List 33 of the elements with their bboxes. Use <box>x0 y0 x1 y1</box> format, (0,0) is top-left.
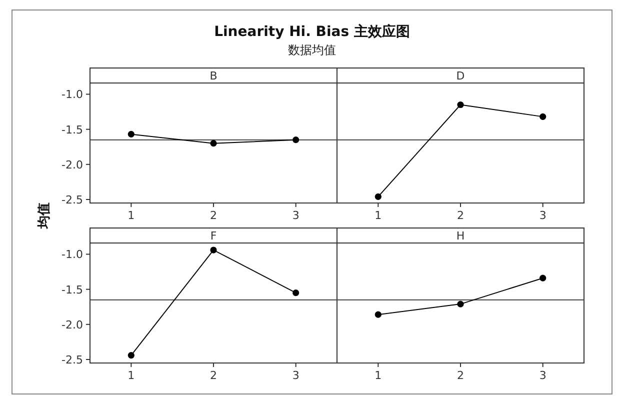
text: 数据均值 <box>288 43 336 57</box>
chart-title: D <box>456 70 465 82</box>
text: 均值 <box>37 202 52 230</box>
x-tick-label: 1 <box>374 369 382 382</box>
point <box>292 290 300 296</box>
x-tick-label: 2 <box>210 209 217 222</box>
point <box>210 246 217 254</box>
x-tick-label: 2 <box>457 209 464 222</box>
point <box>128 130 134 138</box>
x-tick-label: 2 <box>210 369 217 382</box>
x-tick-label: 3 <box>539 209 546 222</box>
y-tick-label: -1.0 <box>62 88 83 102</box>
x-tick-label: 1 <box>128 369 135 382</box>
y-tick-label: -2.0 <box>62 158 83 172</box>
y-tick-label: -1.5 <box>62 123 83 136</box>
point <box>292 136 300 144</box>
x-tick-label: 3 <box>292 209 300 222</box>
y-tick-label: -1.5 <box>62 283 83 296</box>
point <box>210 140 217 147</box>
x-tick-label: 2 <box>457 369 464 382</box>
chart-title: F <box>210 230 217 242</box>
x-tick-label: 3 <box>292 369 300 382</box>
x-tick-label: 1 <box>128 209 135 222</box>
text: Linearity Hi. Bias 主效应图 <box>214 23 410 40</box>
y-tick-label: -2.0 <box>62 318 83 332</box>
y-tick-label: -1.0 <box>62 248 83 262</box>
x-tick-label: 3 <box>539 369 546 382</box>
chart-title: B <box>210 70 218 82</box>
y-tick-label: -2.5 <box>62 193 83 206</box>
point <box>128 352 134 359</box>
x-tick-label: 1 <box>374 209 382 222</box>
chart-title: H <box>456 230 465 242</box>
y-tick-label: -2.5 <box>62 353 83 366</box>
